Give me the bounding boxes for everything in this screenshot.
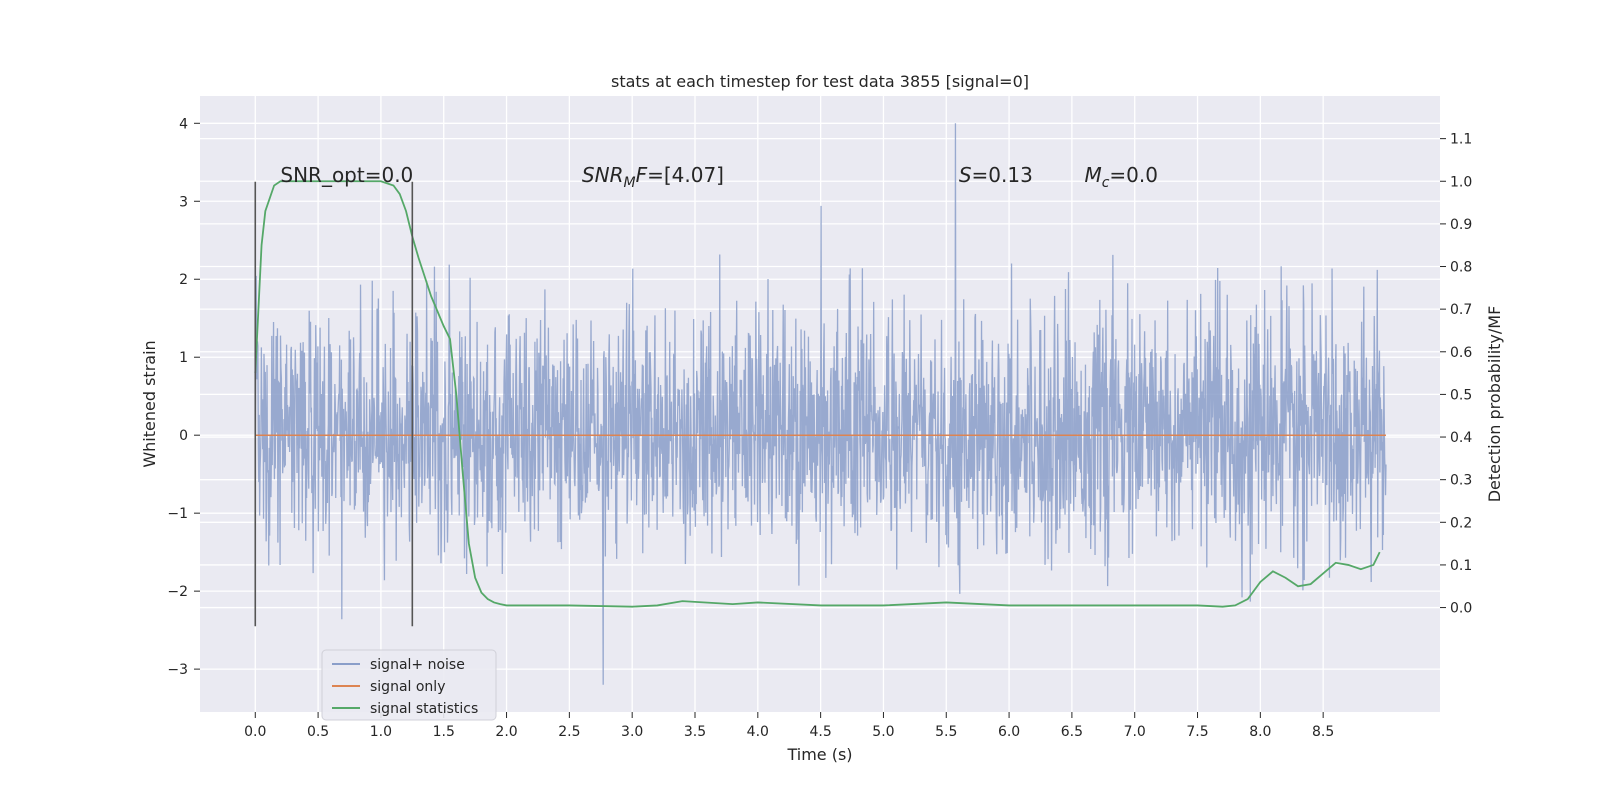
x-tick-label-14: 7.0 xyxy=(1124,724,1146,740)
y-tick-label-1: 3 xyxy=(179,194,188,210)
series-line-2 xyxy=(254,180,1381,608)
y2-axis-ticks: 1.1 1.0 0.9 0.8 0.7 0.6 0.5 0.4 0.3 0.2 0.1 0.0 xyxy=(1440,132,1472,617)
y-axis-ticks: 4 3 2 1 0 −1 −2 −3 xyxy=(167,116,200,678)
y-tick-label-5: −1 xyxy=(167,506,188,522)
y2-tick-label-0: 1.1 xyxy=(1450,132,1472,148)
y-tick-label-3: 1 xyxy=(179,350,188,366)
y2-tick-label-6: 0.5 xyxy=(1450,387,1472,403)
y2-tick-label-3: 0.8 xyxy=(1450,260,1472,276)
x-tick-label-7: 3.5 xyxy=(684,724,706,740)
annotation-2: S=0.13 xyxy=(959,163,1033,187)
legend: signal+ noise signal only signal statistic… xyxy=(321,649,497,721)
x-tick-label-2: 1.0 xyxy=(370,724,392,740)
y2-tick-label-8: 0.3 xyxy=(1450,473,1472,489)
y2-tick-label-7: 0.4 xyxy=(1450,430,1472,446)
y-tick-label-7: −3 xyxy=(167,662,188,678)
legend-box xyxy=(321,649,497,721)
legend-label-2: signal statistics xyxy=(370,701,478,717)
x-tick-label-16: 8.0 xyxy=(1249,724,1271,740)
x-tick-label-12: 6.0 xyxy=(998,724,1020,740)
y2-tick-label-5: 0.6 xyxy=(1450,345,1472,361)
y2-tick-label-2: 0.9 xyxy=(1450,217,1472,233)
x-tick-label-13: 6.5 xyxy=(1061,724,1083,740)
vertical-markers xyxy=(254,181,414,627)
x-tick-label-8: 4.0 xyxy=(747,724,769,740)
annotation-1: SNRMF=[4.07] xyxy=(582,163,724,191)
y-tick-label-2: 2 xyxy=(179,272,188,288)
y-axis-label: Whitened strain xyxy=(140,340,159,467)
x-tick-label-3: 1.5 xyxy=(433,724,455,740)
legend-label-1: signal only xyxy=(370,679,445,695)
x-axis-label: Time (s) xyxy=(786,745,852,764)
x-tick-label-9: 4.5 xyxy=(809,724,831,740)
x-tick-label-17: 8.5 xyxy=(1312,724,1334,740)
y2-tick-label-1: 1.0 xyxy=(1450,174,1472,190)
y2-tick-label-11: 0.0 xyxy=(1450,601,1472,617)
x-tick-label-15: 7.5 xyxy=(1186,724,1208,740)
x-tick-label-1: 0.5 xyxy=(307,724,329,740)
x-tick-label-4: 2.0 xyxy=(495,724,517,740)
x-tick-label-5: 2.5 xyxy=(558,724,580,740)
annotations: SNR_opt=0.0 SNRMF=[4.07] S=0.13 Mc=0.0 xyxy=(280,163,1158,191)
legend-label-0: signal+ noise xyxy=(370,657,465,673)
y2-tick-label-10: 0.1 xyxy=(1450,558,1472,574)
y-tick-label-4: 0 xyxy=(179,428,188,444)
y-tick-label-6: −2 xyxy=(167,584,188,600)
y2-tick-label-4: 0.7 xyxy=(1450,302,1472,318)
x-tick-label-6: 3.0 xyxy=(621,724,643,740)
annotation-0: SNR_opt=0.0 xyxy=(280,163,413,187)
noise-trace xyxy=(254,123,1387,685)
x-tick-label-0: 0.0 xyxy=(244,724,266,740)
x-tick-label-10: 5.0 xyxy=(872,724,894,740)
y2-axis-label: Detection probability/MF xyxy=(1485,306,1504,503)
x-tick-label-11: 5.5 xyxy=(935,724,957,740)
chart-title: stats at each timestep for test data 385… xyxy=(611,72,1029,91)
series-signal-noise xyxy=(254,123,1387,685)
y2-tick-label-9: 0.2 xyxy=(1450,515,1472,531)
y-tick-label-0: 4 xyxy=(179,116,188,132)
x-axis-ticks: 0.0 0.5 1.0 1.5 2.0 2.5 3.0 3.5 4.0 4.5 5.0 5.5 6.0 6… xyxy=(244,712,1334,740)
annotation-3: Mc=0.0 xyxy=(1084,163,1158,191)
series-lines xyxy=(254,180,1386,608)
